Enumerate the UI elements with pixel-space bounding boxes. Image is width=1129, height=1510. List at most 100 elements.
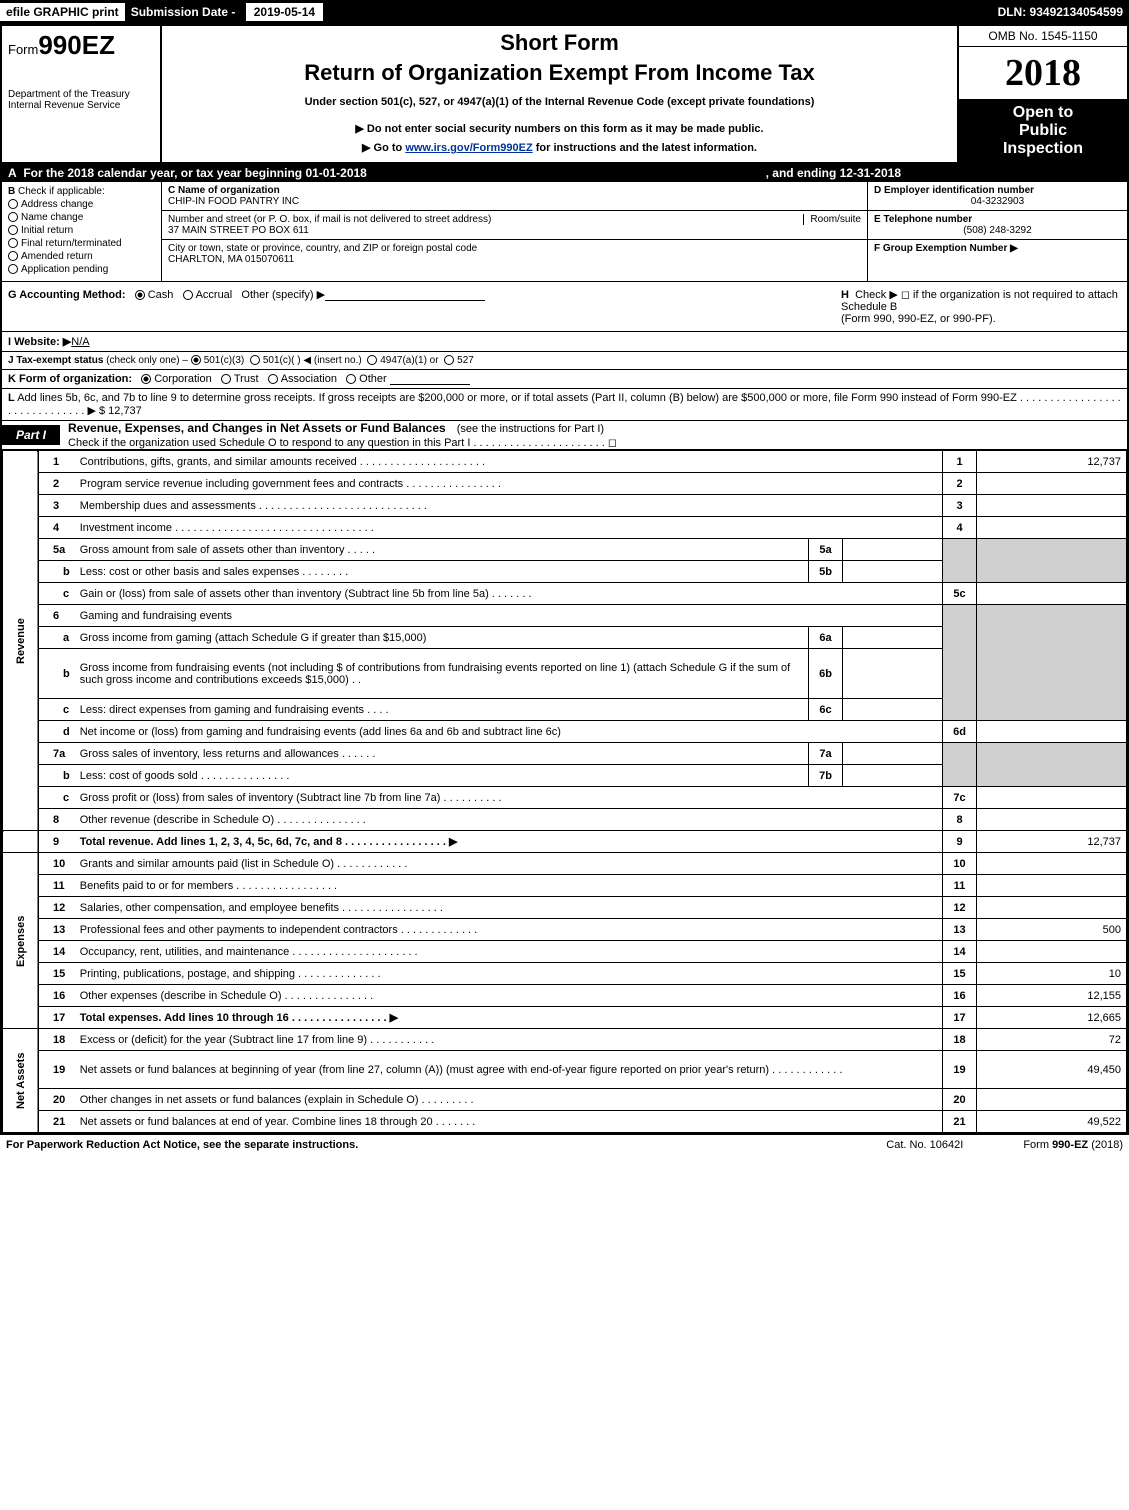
form-header: Form990EZ Department of the Treasury Int…	[2, 26, 1127, 164]
line-18-value: 72	[977, 1029, 1127, 1051]
efile-label: efile GRAPHIC print	[0, 3, 125, 21]
phone-value: (508) 248-3292	[874, 225, 1121, 236]
radio-527[interactable]	[444, 355, 454, 365]
line-5b-value	[843, 561, 943, 583]
ein-block: D Employer identification number 04-3232…	[868, 182, 1127, 211]
radio-cash[interactable]	[135, 290, 145, 300]
line-7a-value	[843, 743, 943, 765]
radio-corporation[interactable]	[141, 374, 151, 384]
goto-link-row: ▶ Go to www.irs.gov/Form990EZ for instru…	[170, 141, 949, 154]
line-5a-value	[843, 539, 943, 561]
line-10-desc: Grants and similar amounts paid (list in…	[75, 853, 943, 875]
return-title: Return of Organization Exempt From Incom…	[170, 60, 949, 86]
line-7b-desc: Less: cost of goods sold . . . . . . . .…	[75, 765, 809, 787]
expenses-sidelabel: Expenses	[3, 853, 39, 1029]
line-1-desc: Contributions, gifts, grants, and simila…	[75, 451, 943, 473]
row-l-gross-receipts: L Add lines 5b, 6c, and 7b to line 9 to …	[2, 389, 1127, 421]
line-6b-desc: Gross income from fundraising events (no…	[75, 649, 809, 699]
line-9-desc: Total revenue. Add lines 1, 2, 3, 4, 5c,…	[75, 831, 943, 853]
revenue-sidelabel: Revenue	[3, 451, 39, 831]
line-17-desc: Total expenses. Add lines 10 through 16 …	[75, 1007, 943, 1029]
radio-501c3[interactable]	[191, 355, 201, 365]
line-12-value	[977, 897, 1127, 919]
line-12-desc: Salaries, other compensation, and employ…	[75, 897, 943, 919]
ssn-warning: ▶ Do not enter social security numbers o…	[170, 122, 949, 135]
radio-4947[interactable]	[367, 355, 377, 365]
line-13-value: 500	[977, 919, 1127, 941]
line-6b-value	[843, 649, 943, 699]
line-19-value: 49,450	[977, 1051, 1127, 1089]
line-13-desc: Professional fees and other payments to …	[75, 919, 943, 941]
line-15-value: 10	[977, 963, 1127, 985]
check-address-change[interactable]: Address change	[8, 199, 155, 210]
address-block: Number and street (or P. O. box, if mail…	[162, 211, 867, 240]
line-6d-value	[977, 721, 1127, 743]
line-8-value	[977, 809, 1127, 831]
line-11-desc: Benefits paid to or for members . . . . …	[75, 875, 943, 897]
line-6d-desc: Net income or (loss) from gaming and fun…	[75, 721, 943, 743]
line-5c-desc: Gain or (loss) from sale of assets other…	[75, 583, 943, 605]
line-6a-desc: Gross income from gaming (attach Schedul…	[75, 627, 809, 649]
group-exemption-block: F Group Exemption Number ▶	[868, 240, 1127, 281]
radio-association[interactable]	[268, 374, 278, 384]
line-14-value	[977, 941, 1127, 963]
header-right: OMB No. 1545-1150 2018 Open to Public In…	[957, 26, 1127, 162]
line-10-value	[977, 853, 1127, 875]
row-g-h: G Accounting Method: Cash Accrual Other …	[2, 282, 1127, 332]
line-7c-desc: Gross profit or (loss) from sales of inv…	[75, 787, 943, 809]
line-14-desc: Occupancy, rent, utilities, and maintena…	[75, 941, 943, 963]
line-3-desc: Membership dues and assessments . . . . …	[75, 495, 943, 517]
form-container: Form990EZ Department of the Treasury Int…	[0, 24, 1129, 1135]
ein-value: 04-3232903	[874, 196, 1121, 207]
form-reference: Form 990-EZ (2018)	[1023, 1139, 1123, 1151]
radio-trust[interactable]	[221, 374, 231, 384]
line-2-desc: Program service revenue including govern…	[75, 473, 943, 495]
check-initial-return[interactable]: Initial return	[8, 225, 155, 236]
radio-other-org[interactable]	[346, 374, 356, 384]
footer: For Paperwork Reduction Act Notice, see …	[0, 1135, 1129, 1155]
line-6c-value	[843, 699, 943, 721]
part-1-title: Revenue, Expenses, and Changes in Net As…	[60, 421, 446, 435]
line-3-value	[977, 495, 1127, 517]
check-final-return[interactable]: Final return/terminated	[8, 238, 155, 249]
paperwork-notice: For Paperwork Reduction Act Notice, see …	[6, 1139, 358, 1151]
irs-link[interactable]: www.irs.gov/Form990EZ	[405, 142, 532, 154]
row-i-website: I Website: ▶N/A	[2, 332, 1127, 352]
line-15-desc: Printing, publications, postage, and shi…	[75, 963, 943, 985]
line-2-value	[977, 473, 1127, 495]
short-form-title: Short Form	[170, 30, 949, 56]
row-j-tax-status: J Tax-exempt status (check only one) – 5…	[2, 352, 1127, 370]
submission-date: 2019-05-14	[245, 2, 324, 22]
line-4-value	[977, 517, 1127, 539]
check-name-change[interactable]: Name change	[8, 212, 155, 223]
line-5b-desc: Less: cost or other basis and sales expe…	[75, 561, 809, 583]
line-6a-value	[843, 627, 943, 649]
part-1-table: Revenue 1 Contributions, gifts, grants, …	[2, 450, 1127, 1133]
check-amended[interactable]: Amended return	[8, 251, 155, 262]
org-name-block: C Name of organization CHIP-IN FOOD PANT…	[162, 182, 867, 211]
line-20-desc: Other changes in net assets or fund bala…	[75, 1089, 943, 1111]
other-specify-blank[interactable]	[325, 289, 485, 301]
line-16-value: 12,155	[977, 985, 1127, 1007]
part-1-label: Part I	[2, 425, 60, 445]
open-public-inspection: Open to Public Inspection	[959, 100, 1127, 162]
line-7b-value	[843, 765, 943, 787]
check-app-pending[interactable]: Application pending	[8, 264, 155, 275]
line-19-desc: Net assets or fund balances at beginning…	[75, 1051, 943, 1089]
header-mid: Short Form Return of Organization Exempt…	[162, 26, 957, 162]
header-left: Form990EZ Department of the Treasury Int…	[2, 26, 162, 162]
phone-block: E Telephone number (508) 248-3292	[868, 211, 1127, 240]
accounting-method: G Accounting Method: Cash Accrual Other …	[8, 288, 485, 325]
line-18-desc: Excess or (deficit) for the year (Subtra…	[75, 1029, 943, 1051]
line-5a-desc: Gross amount from sale of assets other t…	[75, 539, 809, 561]
radio-501c[interactable]	[250, 355, 260, 365]
line-5c-value	[977, 583, 1127, 605]
line-7c-value	[977, 787, 1127, 809]
radio-accrual[interactable]	[183, 290, 193, 300]
col-b-checkboxes: B Check if applicable: Address change Na…	[2, 182, 162, 281]
line-17-value: 12,665	[977, 1007, 1127, 1029]
line-21-desc: Net assets or fund balances at end of ye…	[75, 1111, 943, 1133]
line-4-desc: Investment income . . . . . . . . . . . …	[75, 517, 943, 539]
submission-label: Submission Date - 2019-05-14	[125, 3, 330, 21]
line-11-value	[977, 875, 1127, 897]
